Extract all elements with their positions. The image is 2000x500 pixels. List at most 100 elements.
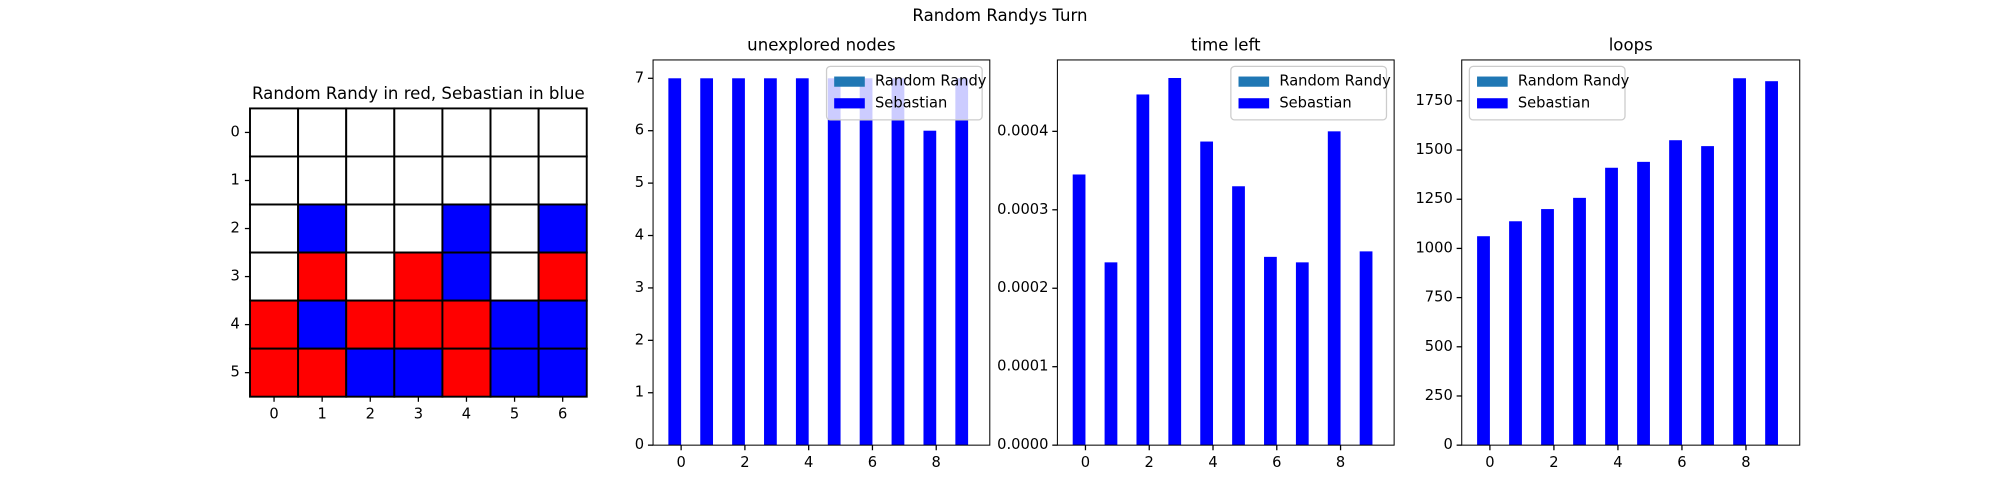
- x-tick-label: 4: [804, 454, 813, 471]
- legend-label: Sebastian: [1279, 94, 1351, 111]
- board-cell: [393, 251, 444, 302]
- y-tick-label: 0.0001: [997, 358, 1048, 375]
- axes-frame: [1461, 59, 1801, 446]
- y-tick-label: 1000: [1415, 239, 1452, 256]
- x-tick-label: 4: [1613, 454, 1622, 471]
- board-cell: [393, 107, 444, 158]
- y-tick-label: 4: [230, 316, 239, 333]
- bar: [1573, 197, 1586, 446]
- board-cell: [345, 299, 396, 350]
- board-cell: [297, 251, 348, 302]
- board-cell: [297, 299, 348, 350]
- board-cell: [489, 155, 540, 206]
- x-tick-label: 2: [1549, 454, 1558, 471]
- board-cell: [441, 203, 492, 254]
- y-tick-label: 3: [635, 279, 644, 296]
- board-cell: [297, 347, 348, 398]
- bar: [700, 78, 714, 446]
- board-cell: [345, 347, 396, 398]
- board-cell: [489, 203, 540, 254]
- legend-box: [1230, 65, 1388, 121]
- bar: [1605, 167, 1618, 446]
- bar: [859, 78, 873, 446]
- x-tick-label: 8: [932, 454, 941, 471]
- bar: [1765, 81, 1778, 446]
- board-cell: [537, 347, 588, 398]
- x-tick-label: 5: [510, 406, 519, 423]
- legend-swatch: [1477, 76, 1508, 87]
- x-tick-label: 1: [317, 406, 326, 423]
- board-cell: [345, 107, 396, 158]
- bar: [1264, 256, 1277, 446]
- board-cell: [537, 107, 588, 158]
- board-cell: [537, 251, 588, 302]
- board-cell: [297, 203, 348, 254]
- bar: [1477, 236, 1490, 446]
- legend-box: [1468, 65, 1626, 121]
- y-tick-label: 250: [1425, 387, 1453, 404]
- board-cell: [393, 155, 444, 206]
- axes-frame: [1056, 59, 1395, 446]
- x-tick-label: 6: [1677, 454, 1686, 471]
- y-tick-label: 0: [1443, 436, 1452, 453]
- board-cell: [249, 107, 300, 158]
- subplot-title: loops: [1609, 35, 1653, 54]
- y-tick-label: 2: [230, 220, 239, 237]
- x-tick-label: 6: [1272, 454, 1281, 471]
- legend-swatch: [1238, 76, 1270, 87]
- bar: [1359, 251, 1373, 446]
- board-cell: [393, 203, 444, 254]
- bar: [955, 78, 969, 446]
- board-cell: [345, 203, 396, 254]
- legend-label: Sebastian: [875, 94, 947, 111]
- bar: [1327, 131, 1341, 446]
- legend-swatch: [1477, 98, 1508, 109]
- board-cell: [249, 155, 300, 206]
- x-tick-label: 8: [1336, 454, 1345, 471]
- bar: [795, 78, 809, 446]
- bar: [1136, 94, 1150, 446]
- board-cell: [297, 107, 348, 158]
- y-tick-label: 6: [635, 122, 644, 139]
- bar: [1232, 186, 1245, 446]
- y-tick-label: 1: [635, 384, 644, 401]
- x-tick-label: 3: [414, 406, 423, 423]
- bar: [1733, 78, 1746, 446]
- board-cell: [537, 155, 588, 206]
- bar: [1701, 146, 1714, 446]
- board-cell: [249, 299, 300, 350]
- subplot-title: time left: [1191, 35, 1261, 54]
- x-tick-label: 0: [1081, 454, 1090, 471]
- legend-label: Random Randy: [1279, 73, 1391, 90]
- figure-title: Random Randys Turn: [912, 6, 1087, 25]
- x-tick-label: 0: [676, 454, 685, 471]
- board-cell: [441, 107, 492, 158]
- legend-label: Random Randy: [1518, 73, 1630, 90]
- board-cell: [441, 251, 492, 302]
- x-tick-label: 0: [1485, 454, 1494, 471]
- y-tick-label: 750: [1425, 289, 1453, 306]
- y-tick-label: 1500: [1415, 141, 1452, 158]
- y-tick-label: 3: [230, 268, 239, 285]
- y-tick-label: 7: [635, 69, 644, 86]
- bar: [1509, 221, 1522, 446]
- bar: [827, 78, 841, 446]
- y-tick-label: 1750: [1415, 92, 1452, 109]
- y-tick-label: 0.0004: [997, 122, 1048, 139]
- board-cell: [537, 203, 588, 254]
- board-cell: [489, 299, 540, 350]
- board-cell: [249, 347, 300, 398]
- legend-swatch: [834, 98, 865, 109]
- x-tick-label: 0: [269, 406, 278, 423]
- y-tick-label: 1250: [1415, 190, 1452, 207]
- bar: [1295, 262, 1309, 446]
- y-tick-label: 5: [635, 174, 644, 191]
- x-tick-label: 6: [868, 454, 877, 471]
- y-tick-label: 2: [635, 331, 644, 348]
- x-tick-label: 2: [740, 454, 749, 471]
- x-tick-label: 2: [366, 406, 375, 423]
- subplot-title: Random Randy in red, Sebastian in blue: [252, 84, 585, 103]
- legend-swatch: [1238, 98, 1270, 109]
- y-tick-label: 1: [230, 171, 239, 188]
